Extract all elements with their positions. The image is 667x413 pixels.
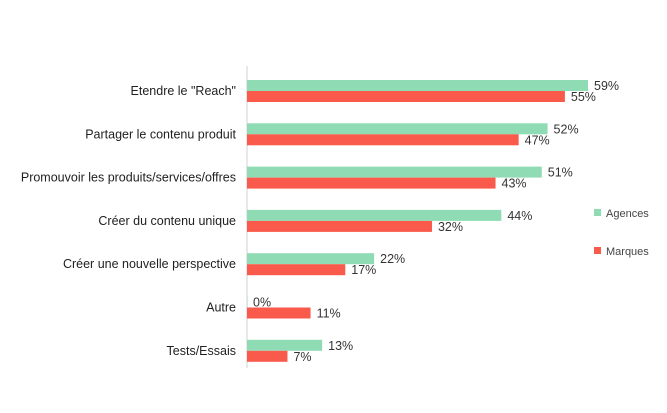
data-label: 43% <box>502 177 527 191</box>
bar-agences <box>247 209 502 221</box>
data-label: 47% <box>525 133 550 147</box>
data-label: 17% <box>351 263 376 277</box>
data-label: 55% <box>571 90 596 104</box>
data-label: 51% <box>548 166 573 180</box>
legend-label: Marques <box>606 246 649 258</box>
category-label: Créer du contenu unique <box>98 214 236 228</box>
bar-agences <box>247 123 548 135</box>
value-labels-group: 59%55% 52% 47% 51% 43% 44% 32% 22% 17% 0% 11% 13% 7% <box>253 79 619 364</box>
bar-marques <box>247 177 496 189</box>
bar-marques <box>247 350 288 362</box>
legend-label: Agences <box>606 208 649 220</box>
data-label: 13% <box>328 339 353 353</box>
bar-marques <box>247 220 432 232</box>
data-label: 11% <box>317 307 341 321</box>
bar-marques <box>247 264 346 276</box>
data-label: 22% <box>380 252 405 266</box>
category-label: Autre <box>206 301 236 315</box>
legend: Agences Marques <box>594 208 649 258</box>
data-label: 7% <box>293 350 311 364</box>
data-label: 0% <box>253 296 271 310</box>
bar-agences <box>247 296 248 308</box>
legend-swatch-marques <box>594 247 601 254</box>
data-label: 32% <box>438 220 463 234</box>
category-label: Tests/Essais <box>167 344 236 358</box>
data-label: 44% <box>507 209 532 223</box>
category-label: Promouvoir les produits/services/offres <box>21 171 236 185</box>
bar-marques <box>247 307 311 319</box>
data-label: 59% <box>594 79 619 93</box>
legend-swatch-agences <box>594 209 601 216</box>
category-label: Créer une nouvelle perspective <box>63 257 236 271</box>
bar-agences <box>247 339 323 351</box>
bar-marques <box>247 91 565 102</box>
category-label: Partager le contenu produit <box>85 127 236 141</box>
bars-group <box>247 80 589 362</box>
bar-agences <box>247 166 542 178</box>
bar-agences <box>247 80 589 91</box>
data-label: 52% <box>554 122 579 136</box>
category-labels-group: Etendre le "Reach" Partager le contenu pr… <box>21 84 237 358</box>
bar-agences <box>247 253 375 265</box>
category-label: Etendre le "Reach" <box>131 84 236 98</box>
bar-marques <box>247 134 519 146</box>
